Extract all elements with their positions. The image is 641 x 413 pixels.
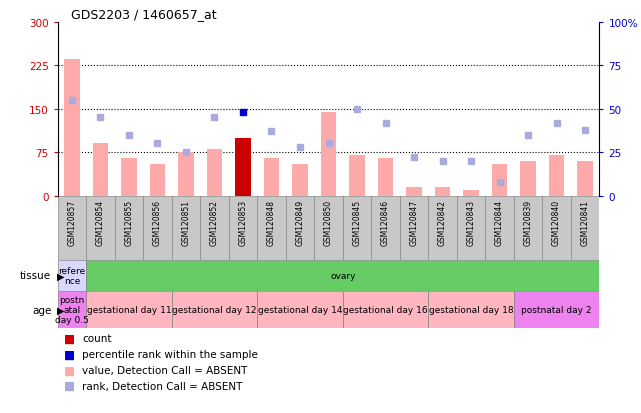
Text: GSM120847: GSM120847 (410, 199, 419, 245)
Text: ▶: ▶ (57, 305, 65, 315)
Bar (406, 188, 422, 196)
Text: GSM120846: GSM120846 (381, 199, 390, 245)
Bar (514, 196, 542, 260)
Bar (400, 196, 428, 260)
Bar (86, 291, 172, 328)
Bar (349, 156, 365, 196)
Text: tissue: tissue (20, 271, 51, 281)
Text: ovary: ovary (330, 271, 356, 280)
Text: refere
nce: refere nce (58, 266, 85, 285)
Bar (378, 159, 394, 196)
Bar (485, 196, 514, 260)
Bar (343, 196, 371, 260)
Text: GSM120851: GSM120851 (181, 199, 190, 245)
Text: postn
atal
day 0.5: postn atal day 0.5 (55, 295, 89, 325)
Bar (149, 164, 165, 196)
Text: gestational day 11: gestational day 11 (87, 305, 171, 314)
Bar (58, 260, 86, 291)
Text: GSM120856: GSM120856 (153, 199, 162, 245)
Text: GSM120848: GSM120848 (267, 199, 276, 245)
Text: GSM120842: GSM120842 (438, 199, 447, 245)
Text: percentile rank within the sample: percentile rank within the sample (82, 349, 258, 359)
Text: value, Detection Call = ABSENT: value, Detection Call = ABSENT (82, 365, 247, 375)
Text: gestational day 12: gestational day 12 (172, 305, 257, 314)
Bar (206, 150, 222, 196)
Bar (58, 291, 86, 328)
Bar (143, 196, 172, 260)
Text: GSM120843: GSM120843 (467, 199, 476, 245)
Text: ▶: ▶ (57, 271, 65, 281)
Text: GSM120844: GSM120844 (495, 199, 504, 245)
Bar (457, 196, 485, 260)
Bar (292, 164, 308, 196)
Bar (86, 196, 115, 260)
Text: rank, Detection Call = ABSENT: rank, Detection Call = ABSENT (82, 381, 242, 391)
Text: GSM120852: GSM120852 (210, 199, 219, 245)
Bar (571, 196, 599, 260)
Bar (178, 153, 194, 196)
Bar (229, 196, 257, 260)
Bar (578, 161, 593, 196)
Text: ■: ■ (64, 379, 75, 392)
Text: GSM120854: GSM120854 (96, 199, 105, 245)
Text: ■: ■ (64, 363, 75, 377)
Bar (172, 196, 200, 260)
Bar (542, 196, 571, 260)
Bar (343, 291, 428, 328)
Bar (263, 159, 279, 196)
Bar (92, 144, 108, 196)
Text: ■: ■ (64, 348, 75, 361)
Text: GSM120855: GSM120855 (124, 199, 133, 245)
Bar (58, 196, 86, 260)
Text: ■: ■ (64, 332, 75, 345)
Bar (286, 196, 314, 260)
Bar (121, 159, 137, 196)
Bar (235, 138, 251, 196)
Bar (428, 291, 514, 328)
Text: count: count (82, 334, 112, 344)
Text: GSM120841: GSM120841 (581, 199, 590, 245)
Bar (172, 291, 257, 328)
Text: gestational day 14: gestational day 14 (258, 305, 342, 314)
Text: GSM120840: GSM120840 (552, 199, 561, 245)
Bar (371, 196, 400, 260)
Bar (314, 196, 343, 260)
Text: gestational day 16: gestational day 16 (343, 305, 428, 314)
Bar (492, 164, 508, 196)
Text: age: age (32, 305, 51, 315)
Bar (463, 190, 479, 196)
Text: GSM120850: GSM120850 (324, 199, 333, 245)
Bar (257, 196, 286, 260)
Text: GSM120853: GSM120853 (238, 199, 247, 245)
Bar (435, 188, 451, 196)
Text: postnatal day 2: postnatal day 2 (521, 305, 592, 314)
Text: GSM120849: GSM120849 (296, 199, 304, 245)
Bar (514, 291, 599, 328)
Text: GSM120839: GSM120839 (524, 199, 533, 245)
Bar (320, 112, 337, 196)
Bar (257, 291, 343, 328)
Text: GDS2203 / 1460657_at: GDS2203 / 1460657_at (71, 8, 216, 21)
Text: gestational day 18: gestational day 18 (429, 305, 513, 314)
Bar (115, 196, 143, 260)
Text: GSM120845: GSM120845 (353, 199, 362, 245)
Text: GSM120857: GSM120857 (67, 199, 76, 245)
Bar (428, 196, 457, 260)
Bar (200, 196, 229, 260)
Bar (520, 161, 536, 196)
Bar (64, 60, 79, 196)
Bar (549, 156, 565, 196)
